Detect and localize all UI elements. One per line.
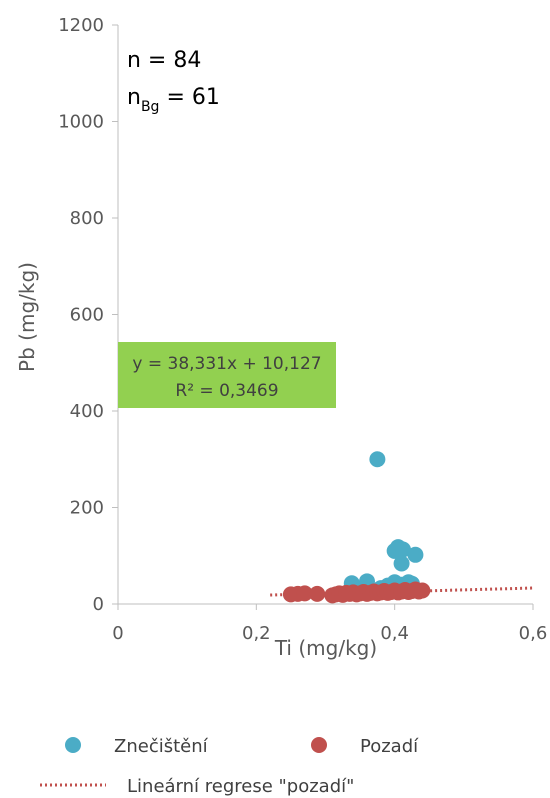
point-znecisteni <box>393 555 410 572</box>
y-axis-ticks: 0 200 400 600 800 1000 1200 <box>58 15 118 615</box>
y-tick-label: 600 <box>70 305 104 326</box>
n-label: n = 84 <box>127 48 201 73</box>
legend-label-pozadi: Pozadí <box>360 736 419 757</box>
x-tick-label: 0,4 <box>380 623 409 644</box>
point-pozadi <box>296 585 313 602</box>
y-tick-label: 800 <box>70 208 104 229</box>
x-tick-label: 0 <box>112 623 123 644</box>
legend-label-trendline: Lineární regrese "pozadí" <box>127 776 354 797</box>
data-points <box>282 451 431 604</box>
y-axis-title: Pb (mg/kg) <box>15 262 39 372</box>
y-tick-label: 400 <box>70 401 104 422</box>
point-znecisteni <box>394 541 411 558</box>
x-tick-label: 0,6 <box>519 623 548 644</box>
equation-box <box>118 342 336 408</box>
point-znecisteni <box>369 451 386 468</box>
y-tick-label: 1200 <box>58 15 104 36</box>
x-tick-label: 0,2 <box>242 623 271 644</box>
point-pozadi <box>309 585 326 602</box>
n-bg-label: nBg = 61 <box>127 85 220 115</box>
regression-equation: y = 38,331x + 10,127 <box>132 354 321 374</box>
y-tick-label: 200 <box>70 498 104 519</box>
r-squared: R² = 0,3469 <box>175 381 278 401</box>
legend-label-znecisteni: Znečištění <box>114 736 209 757</box>
y-tick-label: 0 <box>93 594 104 615</box>
n-bg-prefix: n <box>127 85 141 110</box>
legend-marker-znecisteni <box>65 737 81 753</box>
n-bg-value: = 61 <box>159 85 219 110</box>
legend: Znečištění Pozadí Lineární regrese "poza… <box>40 736 419 797</box>
x-axis-ticks: 0 0,2 0,4 0,6 <box>112 604 547 644</box>
axes <box>117 25 533 605</box>
point-pozadi <box>414 582 431 599</box>
x-axis-title: Ti (mg/kg) <box>274 636 377 660</box>
legend-marker-pozadi <box>311 737 327 753</box>
y-tick-label: 1000 <box>58 112 104 133</box>
point-znecisteni <box>407 546 424 563</box>
n-bg-subscript: Bg <box>141 99 160 115</box>
